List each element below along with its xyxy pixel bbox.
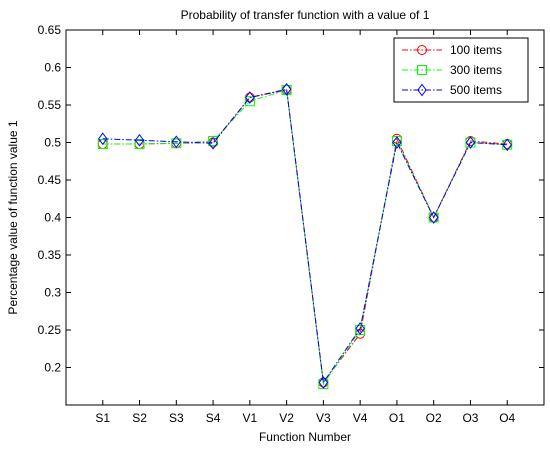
x-axis: S1 S2 S3 S4 V1 V2 V3 V4 O1 O2 O3 O4 (95, 30, 516, 425)
legend-item: 100 items (402, 43, 502, 57)
x-tick-label: O1 (389, 411, 405, 425)
data-point-diamond (355, 322, 365, 335)
legend-marker (417, 45, 427, 55)
y-tick-label: 0.35 (38, 248, 62, 262)
series-3 (98, 82, 512, 389)
y-tick-label: 0.55 (38, 98, 62, 112)
x-tick-label: S3 (169, 411, 184, 425)
data-point-diamond (171, 135, 182, 149)
data-point-diamond (281, 82, 292, 96)
y-tick-label: 0.4 (44, 211, 61, 225)
y-tick-label: 0.45 (38, 173, 62, 187)
data-point-diamond (208, 136, 218, 150)
y-axis-label: Percentage value of function value 1 (6, 120, 20, 314)
legend-label: 500 items (450, 83, 502, 97)
y-tick-label: 0.6 (44, 61, 61, 75)
y-tick-label: 0.2 (44, 361, 61, 375)
x-tick-label: S2 (132, 411, 147, 425)
y-axis: 0.2 0.25 0.3 0.35 0.4 0.45 0.5 0.55 0.6 0.65 (38, 23, 544, 375)
data-point-diamond (428, 211, 439, 224)
y-tick-label: 0.25 (38, 323, 62, 337)
data-point-square (97, 139, 108, 149)
y-tick-label: 0.5 (44, 136, 61, 150)
data-point-diamond (465, 136, 476, 149)
data-point-square (208, 136, 219, 146)
y-tick-label: 0.3 (44, 286, 61, 300)
legend-label: 300 items (450, 63, 502, 77)
data-point-diamond (502, 138, 512, 152)
x-tick-label: S1 (95, 411, 110, 425)
legend-item: 500 items (402, 83, 502, 97)
data-point-diamond (392, 136, 402, 149)
legend-label: 100 items (450, 43, 502, 57)
y-tick-label: 0.65 (38, 23, 62, 37)
series-line (102, 88, 508, 384)
x-tick-label: V2 (279, 411, 294, 425)
data-point-diamond (245, 91, 255, 104)
x-tick-label: O4 (499, 411, 515, 425)
data-point-diamond (134, 133, 145, 147)
x-tick-label: O2 (426, 411, 442, 425)
x-tick-label: V3 (316, 411, 331, 425)
legend-marker (417, 83, 427, 97)
x-axis-label: Function Number (259, 430, 351, 444)
data-point-square (244, 96, 255, 107)
x-tick-label: V4 (353, 411, 368, 425)
x-tick-label: S4 (206, 411, 221, 425)
legend-item: 300 items (402, 63, 502, 77)
data-point-diamond (318, 376, 329, 389)
x-tick-label: O3 (462, 411, 478, 425)
x-tick-label: V1 (243, 411, 258, 425)
legend-marker (417, 65, 427, 75)
data-point-diamond (98, 132, 108, 146)
data-point-square (134, 139, 145, 149)
series-layer (97, 82, 513, 389)
chart-title: Probability of transfer function with a … (181, 8, 430, 22)
legend: 100 items 300 items 500 items (393, 37, 529, 103)
